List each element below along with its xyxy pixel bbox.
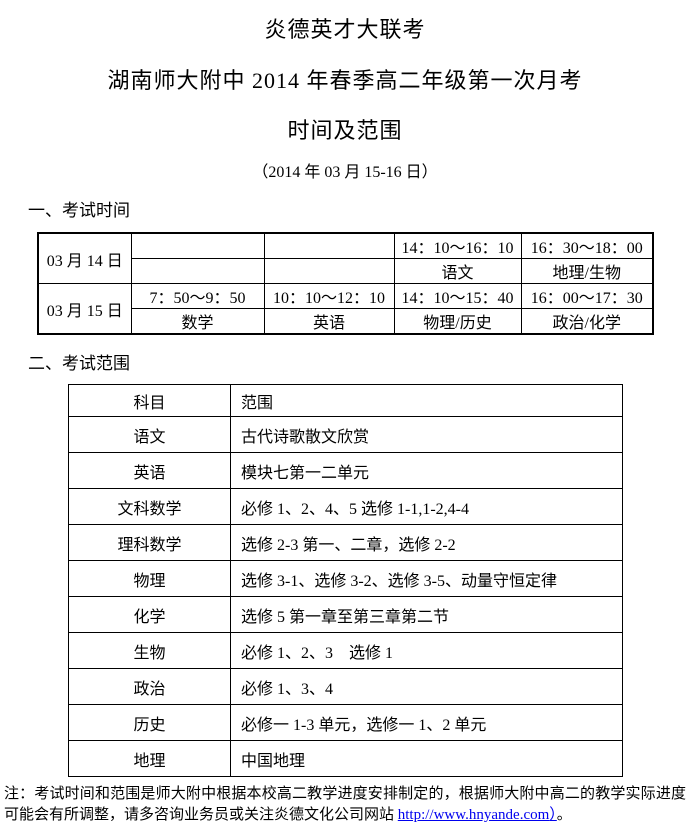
scope-subject-cell: 历史 xyxy=(68,704,231,741)
table-row: 英语 模块七第一二单元 xyxy=(68,452,623,489)
scope-subject-cell: 化学 xyxy=(68,596,231,633)
schedule-time-cell xyxy=(130,232,265,259)
schedule-subject-cell xyxy=(263,258,395,284)
scope-range-cell: 必修 1、2、4、5 选修 1-1,1-2,4-4 xyxy=(230,488,623,525)
scope-subject-cell: 文科数学 xyxy=(68,488,231,525)
scope-range-cell: 必修 1、2、3 选修 1 xyxy=(230,632,623,669)
scope-range-cell: 选修 2-3 第一、二章，选修 2-2 xyxy=(230,524,623,561)
scope-range-cell: 必修 1、3、4 xyxy=(230,668,623,705)
schedule-subject-cell: 政治/化学 xyxy=(520,308,654,335)
scope-range-cell: 古代诗歌散文欣赏 xyxy=(230,416,623,453)
table-row: 数学 英语 物理/历史 政治/化学 xyxy=(38,308,654,335)
table-row: 03 月 14 日 14：10～16：10 16：30～18：00 xyxy=(37,232,654,284)
footer-note-text: 注：考试时间和范围是师大附中根据本校高二教学进度安排制定的，根据师大附中高二的教… xyxy=(4,786,686,823)
section-heading-exam-scope: 二、考试范围 xyxy=(28,354,130,373)
schedule-subject-cell xyxy=(130,258,265,284)
doc-subtitle-time-scope: 时间及范围 xyxy=(287,118,403,143)
table-row: 生物 必修 1、2、3 选修 1 xyxy=(68,632,623,669)
table-row: 物理 选修 3-1、选修 3-2、选修 3-5、动量守恒定律 xyxy=(68,560,623,597)
scope-subject-cell: 政治 xyxy=(68,668,231,705)
exam-scope-table: 科目 范围 语文 古代诗歌散文欣赏 英语 模块七第一二单元 文科数学 必修 1、… xyxy=(68,384,623,777)
table-row: 语文 地理/生物 xyxy=(38,258,654,284)
table-row: 理科数学 选修 2-3 第一、二章，选修 2-2 xyxy=(68,524,623,561)
table-row: 政治 必修 1、3、4 xyxy=(68,668,623,705)
scope-subject-cell: 语文 xyxy=(68,416,231,453)
doc-subtitle-school-exam: 湖南师大附中 2014 年春季高二年级第一次月考 xyxy=(107,68,583,93)
schedule-date-cell: 03 月 14 日 xyxy=(37,232,132,284)
table-row: 语文 古代诗歌散文欣赏 xyxy=(68,416,623,453)
schedule-date-cell: 03 月 15 日 xyxy=(37,283,132,335)
scope-subject-cell: 生物 xyxy=(68,632,231,669)
schedule-time-cell: 7：50～9：50 xyxy=(130,283,265,309)
scope-subject-cell: 英语 xyxy=(68,452,231,489)
section-heading-exam-time: 一、考试时间 xyxy=(28,201,130,220)
footer-note-paren: ） xyxy=(549,807,557,823)
exam-time-table: 03 月 14 日 14：10～16：10 16：30～18：00 语文 地理/… xyxy=(37,232,654,335)
scope-subject-cell: 物理 xyxy=(68,560,231,597)
scope-header-range: 范围 xyxy=(230,384,623,417)
scope-header-subject: 科目 xyxy=(68,384,231,417)
scope-range-cell: 选修 5 第一章至第三章第二节 xyxy=(230,596,623,633)
scope-range-cell: 必修一 1-3 单元，选修一 1、2 单元 xyxy=(230,704,623,741)
scope-range-cell: 选修 3-1、选修 3-2、选修 3-5、动量守恒定律 xyxy=(230,560,623,597)
schedule-time-cell: 16：00～17：30 xyxy=(520,283,654,309)
schedule-time-cell: 16：30～18：00 xyxy=(520,232,654,259)
document-page: 炎德英才大联考 湖南师大附中 2014 年春季高二年级第一次月考 时间及范围 （… xyxy=(0,12,690,826)
footer-note: 注：考试时间和范围是师大附中根据本校高二教学进度安排制定的，根据师大附中高二的教… xyxy=(4,784,686,826)
table-row: 地理 中国地理 xyxy=(68,740,623,777)
schedule-subject-cell: 语文 xyxy=(393,258,522,284)
table-row: 化学 选修 5 第一章至第三章第二节 xyxy=(68,596,623,633)
schedule-subject-cell: 地理/生物 xyxy=(520,258,654,284)
doc-date-line: （2014 年 03 月 15-16 日） xyxy=(252,164,438,181)
footer-note-period: 。 xyxy=(556,807,572,823)
scope-subject-cell: 地理 xyxy=(68,740,231,777)
scope-range-cell: 模块七第一二单元 xyxy=(230,452,623,489)
schedule-time-cell xyxy=(263,232,395,259)
schedule-subject-cell: 物理/历史 xyxy=(393,308,522,335)
scope-range-cell: 中国地理 xyxy=(230,740,623,777)
table-row: 历史 必修一 1-3 单元，选修一 1、2 单元 xyxy=(68,704,623,741)
schedule-time-cell: 10：10～12：10 xyxy=(263,283,395,309)
scope-subject-cell: 理科数学 xyxy=(68,524,231,561)
schedule-subject-cell: 数学 xyxy=(130,308,265,335)
table-row: 文科数学 必修 1、2、4、5 选修 1-1,1-2,4-4 xyxy=(68,488,623,525)
table-header-row: 科目 范围 xyxy=(68,384,623,417)
schedule-time-cell: 14：10～16：10 xyxy=(393,232,522,259)
schedule-time-cell: 14：10～15：40 xyxy=(393,283,522,309)
doc-title: 炎德英才大联考 xyxy=(264,17,426,42)
table-row: 03 月 15 日 7：50～9：50 10：10～12：10 14：10～15… xyxy=(37,283,654,335)
schedule-subject-cell: 英语 xyxy=(263,308,395,335)
company-website-link[interactable]: http://www.hnyande.com xyxy=(397,807,550,823)
